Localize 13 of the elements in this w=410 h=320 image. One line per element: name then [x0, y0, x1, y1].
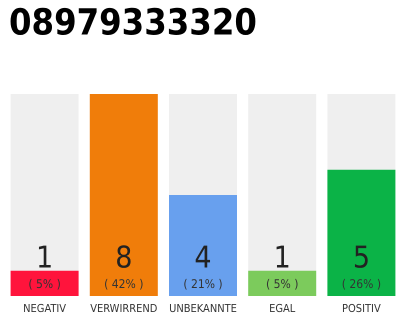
data-label: 1 ( 5% )	[266, 240, 298, 291]
chart-title: 08979333320	[9, 2, 257, 44]
bar	[248, 270, 316, 296]
x-tick-label: UNBEKANNTE	[169, 302, 237, 315]
data-label: 4 ( 21% )	[183, 240, 223, 291]
x-tick-label: EGAL	[269, 302, 296, 315]
data-label: 5 ( 26% )	[342, 240, 382, 291]
bar	[10, 270, 79, 296]
x-tick-label: POSITIV	[342, 302, 381, 315]
data-label: 8 ( 42% )	[104, 240, 144, 291]
x-tick-label: NEGATIV	[23, 302, 66, 315]
data-label: 1 ( 5% )	[28, 240, 61, 291]
x-tick-label: VERWIRREND	[90, 302, 158, 315]
